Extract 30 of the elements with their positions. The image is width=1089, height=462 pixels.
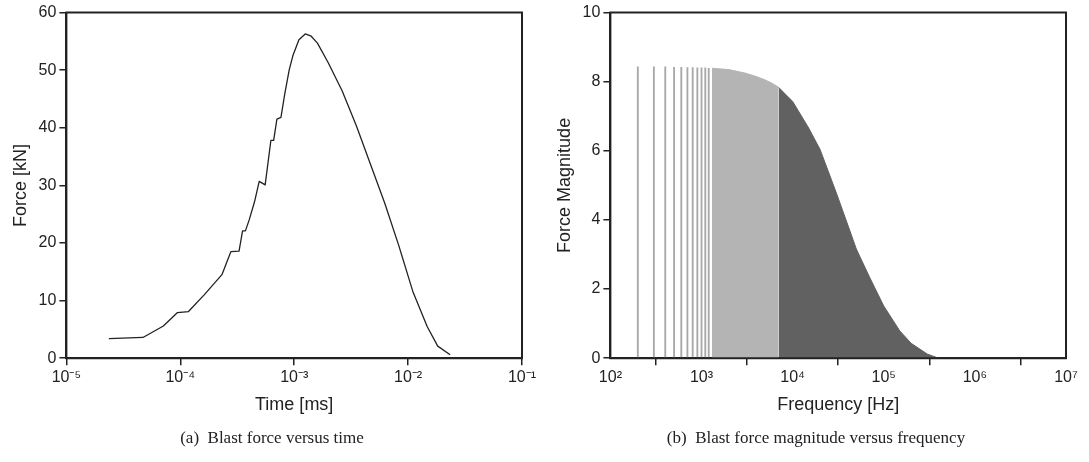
y-tick-label: 4 [591,210,601,228]
x-axis-title: Frequency [Hz] [777,394,900,415]
y-tick-label: 10 [582,3,601,21]
x-tick-label: 10⁻³ [280,368,309,386]
x-tick-label: 10⁻⁴ [165,368,196,386]
y-tick-label: 30 [38,175,57,193]
x-tick-label: 10⁷ [1054,368,1078,386]
x-axis-title: Time [ms] [255,394,334,415]
x-tick-label: 10⁶ [962,368,988,386]
y-tick-label: 2 [591,279,601,297]
y-tick-label: 50 [38,60,57,78]
y-tick-label: 60 [38,3,57,21]
y-tick-label: 40 [38,118,57,136]
y-tick-label: 20 [38,233,57,251]
text: (a) Blast force versus time [179,428,365,448]
y-tick-label: 10 [38,291,57,309]
y-tick-label: 0 [591,348,601,366]
x-tick-label: 10² [598,368,623,386]
y-tick-label: 0 [47,348,57,366]
y-tick-label: 6 [591,141,601,159]
x-tick-label: 10⁴ [780,368,806,386]
x-tick-label: 10⁻¹ [507,368,537,386]
y-axis-title: Force [kN] [9,143,30,227]
y-tick-label: 8 [591,72,601,90]
text: (b) Blast force magnitude versus frequency [665,428,967,448]
x-tick-label: 10³ [689,368,714,386]
x-tick-label: 10⁻² [394,368,423,386]
y-axis-title: Force Magnitude [553,117,574,253]
x-tick-label: 10⁵ [871,368,896,386]
x-tick-label: 10⁻⁵ [51,368,82,386]
